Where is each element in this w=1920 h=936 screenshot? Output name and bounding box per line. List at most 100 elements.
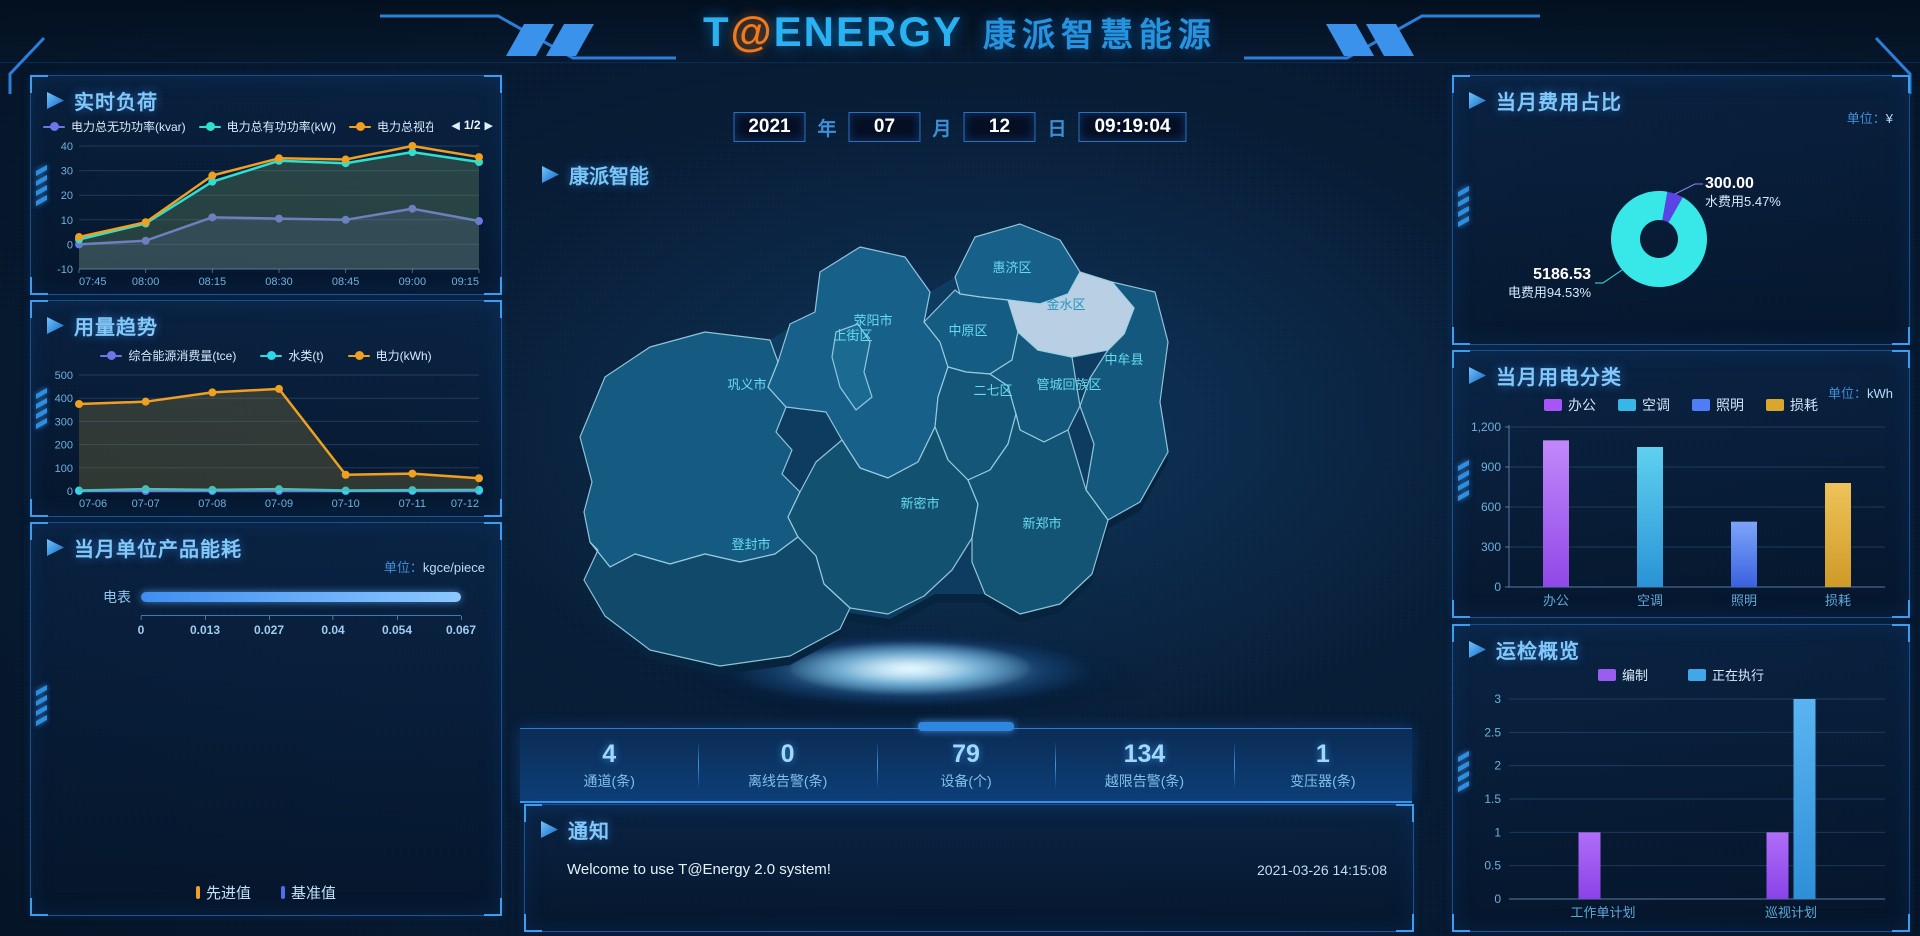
data-point	[75, 486, 83, 495]
stat-value: 134	[1123, 739, 1166, 768]
svg-text:3: 3	[1494, 692, 1501, 706]
legend-item-1[interactable]: 水类(t)	[260, 347, 324, 364]
app-logo: T@ENERGY 康派智慧能源	[0, 8, 1920, 56]
axis-tick: 0.027	[254, 616, 284, 637]
svg-text:40: 40	[61, 141, 73, 153]
data-point	[341, 470, 350, 479]
time-box: 09:19:04	[1078, 112, 1187, 142]
data-point	[141, 397, 150, 406]
legend-item-2[interactable]: 照明	[1692, 395, 1744, 415]
map-region-label: 管城回族区	[1036, 377, 1101, 392]
bar	[1637, 447, 1663, 587]
map-region-xinzheng[interactable]	[967, 413, 1109, 615]
map-region-label: 巩义市	[727, 377, 766, 392]
district-map: 巩义市 登封市 荥阳市 上街区 惠济区 金水区 中原区 二七区 管城回族区 中牟县 新密市 新郑市	[520, 182, 1170, 675]
legend-label: 先进值	[205, 885, 251, 902]
usage-trend-chart: 500 400 300 200 100 0 07-06 07-07 07-08 07-09 07-1…	[39, 367, 493, 511]
legend-item-1[interactable]: 空调	[1618, 395, 1670, 415]
panel-title: 当月用电分类	[1496, 367, 1622, 389]
stat-value: 79	[952, 739, 980, 768]
month-box: 07	[848, 112, 921, 142]
svg-text:5186.53: 5186.53	[1533, 266, 1591, 283]
svg-text:08:30: 08:30	[265, 276, 293, 288]
stats-bar: 4 通道(条) 0 离线告警(条) 79 设备(个) 134 越限告警(条) 1 变压器(…	[520, 722, 1412, 803]
legend-item-3[interactable]: 损耗	[1766, 395, 1818, 415]
inspection-chart: 3 2.5 2 1.5 1 0.5 0 工作单计划 巡视计划	[1463, 691, 1899, 923]
data-point	[408, 486, 417, 495]
stat-limit-alarms: 134 越限告警(条)	[1055, 729, 1233, 801]
legend-item-1[interactable]: 基准值	[281, 882, 336, 903]
legend-item-0[interactable]: 综合能源消费量(tce)	[100, 347, 236, 364]
realtime-load-legend: 电力总无功功率(kvar) 电力总有功功率(kW) 电力总视在功率(kVA)	[43, 118, 433, 135]
legend-item-0[interactable]: 先进值	[195, 882, 251, 903]
stats-bar-tab	[918, 722, 1014, 731]
panel-realtime-load: 实时负荷 电力总无功功率(kvar) 电力总有功功率(kW) 电力总视在功率(kVA…	[30, 75, 502, 295]
legend-item-1[interactable]: 正在执行	[1688, 665, 1764, 684]
svg-text:07-08: 07-08	[198, 498, 226, 510]
legend-item-0[interactable]: 电力总无功功率(kvar)	[43, 118, 186, 135]
map-region-shangjie[interactable]	[831, 323, 873, 411]
notice-timestamp: 2021-03-26 14:15:08	[1257, 861, 1387, 878]
axis-tick: 0.013	[190, 616, 220, 637]
stat-label: 越限告警(条)	[1104, 772, 1185, 789]
map-region-label: 中原区	[948, 323, 987, 338]
data-point	[141, 236, 150, 245]
svg-text:07:45: 07:45	[79, 276, 107, 288]
map-region-label: 二七区	[973, 383, 1012, 398]
svg-text:2.5: 2.5	[1484, 725, 1501, 739]
data-point	[341, 155, 350, 164]
panel-title: 当月单位产品能耗	[74, 539, 242, 561]
legend-item-2[interactable]: 电力总视在功率(kVA)	[349, 118, 433, 135]
svg-text:08:45: 08:45	[332, 276, 360, 288]
legend-marker-icon	[100, 351, 123, 360]
svg-text:照明: 照明	[1731, 593, 1757, 608]
unit-label: 单位：¥	[1846, 111, 1893, 126]
map-region-jinshui[interactable]	[1007, 271, 1135, 358]
svg-text:1.5: 1.5	[1484, 792, 1501, 806]
axis-tick: 0	[138, 616, 144, 637]
legend-item-1[interactable]: 电力总有功功率(kW)	[198, 118, 336, 135]
stat-value: 4	[602, 739, 617, 768]
map-region-gongyi[interactable]	[579, 331, 801, 568]
legend-item-0[interactable]: 办公	[1544, 395, 1596, 415]
pager-prev-icon[interactable]: ◀	[451, 119, 460, 132]
stat-offline-alarms: 0 离线告警(条)	[698, 729, 876, 801]
year-box: 2021	[733, 112, 806, 142]
panel-title: 运检概览	[1496, 641, 1580, 663]
svg-text:300: 300	[55, 416, 73, 428]
notice-message: Welcome to use T@Energy 2.0 system!	[567, 861, 831, 878]
svg-text:08:15: 08:15	[199, 276, 227, 288]
donut-slice[interactable]	[1611, 191, 1707, 287]
cost-ratio-donut-chart: 300.00 水费用5.47% 5186.53 电费用94.53%	[1453, 116, 1909, 344]
svg-text:1: 1	[1494, 825, 1501, 839]
data-point	[75, 233, 83, 242]
map-region-xinmi[interactable]	[787, 426, 979, 615]
map-region-dengfeng[interactable]	[583, 536, 851, 667]
svg-text:水费用5.47%: 水费用5.47%	[1705, 194, 1781, 209]
data-point	[208, 213, 217, 222]
panel-arrow-icon	[1469, 92, 1486, 109]
legend-label: 正在执行	[1712, 668, 1765, 683]
legend-item-0[interactable]: 编制	[1597, 665, 1648, 684]
map-region-guancheng[interactable]	[989, 331, 1081, 443]
legend-label: 空调	[1642, 397, 1670, 413]
map-region-label: 金水区	[1046, 297, 1085, 312]
panel-title: 实时负荷	[74, 92, 158, 114]
inspection-legend: 编制 正在执行	[1453, 665, 1909, 684]
stat-devices: 79 设备(个)	[876, 729, 1055, 801]
legend-marker-icon	[260, 351, 283, 360]
svg-text:办公: 办公	[1543, 593, 1569, 608]
legend-item-2[interactable]: 电力(kWh)	[347, 347, 432, 364]
donut-slice[interactable]	[1662, 191, 1683, 223]
stat-value: 0	[780, 739, 795, 768]
legend-marker-icon	[1618, 399, 1636, 411]
bar	[1766, 832, 1789, 899]
bar	[1731, 521, 1757, 587]
svg-text:07-10: 07-10	[332, 498, 360, 510]
corner-deco-right	[1874, 36, 1912, 94]
unit-label: 单位：kgce/piece	[383, 560, 485, 575]
bar	[1825, 483, 1851, 587]
pager-next-icon[interactable]: ▶	[484, 119, 493, 132]
panel-arrow-icon	[1469, 641, 1486, 658]
